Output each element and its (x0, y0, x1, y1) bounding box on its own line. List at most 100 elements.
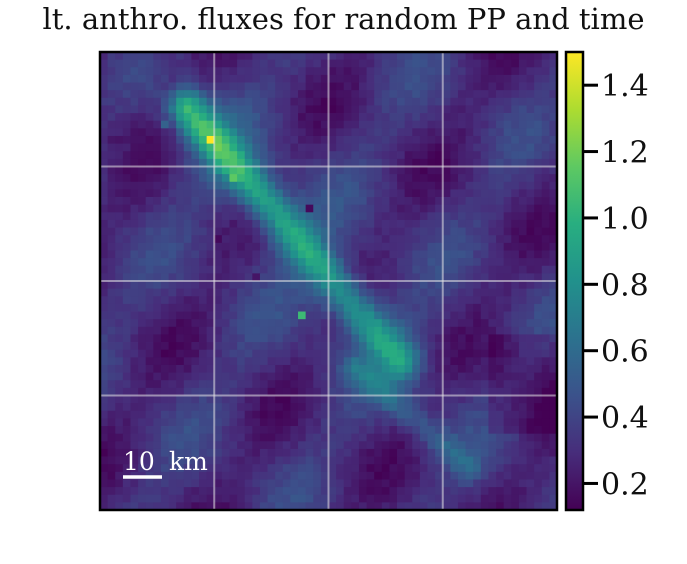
heatmap-cell (381, 174, 390, 183)
heatmap-cell (267, 151, 276, 160)
heatmap-cell (374, 250, 383, 259)
heatmap-cell (412, 227, 421, 236)
heatmap-cell (130, 487, 139, 496)
heatmap-cell (336, 342, 345, 351)
heatmap-cell (282, 311, 291, 320)
heatmap-cell (450, 97, 459, 106)
heatmap-cell (419, 258, 428, 267)
heatmap-cell (412, 479, 421, 488)
heatmap-cell (206, 448, 215, 457)
heatmap-cell (100, 59, 109, 68)
heatmap-cell (366, 227, 375, 236)
heatmap-cell (183, 403, 192, 412)
heatmap-cell (267, 204, 276, 213)
heatmap-cell (503, 372, 512, 381)
heatmap-cell (259, 97, 268, 106)
heatmap-cell (526, 113, 535, 122)
heatmap-cell (282, 227, 291, 236)
heatmap-cell (336, 197, 345, 206)
heatmap-cell (541, 418, 550, 427)
heatmap-cell (199, 204, 208, 213)
heatmap-cell (526, 326, 535, 335)
heatmap-cell (160, 135, 169, 144)
heatmap-cell (214, 372, 223, 381)
heatmap-cell (549, 303, 558, 312)
heatmap-cell (168, 197, 177, 206)
heatmap-cell (442, 418, 451, 427)
heatmap-cell (549, 334, 558, 343)
heatmap-cell (183, 273, 192, 282)
heatmap-cell (122, 97, 131, 106)
heatmap-cell (534, 219, 543, 228)
heatmap-cell (397, 143, 406, 152)
heatmap-cell (435, 372, 444, 381)
heatmap-cell (435, 433, 444, 442)
heatmap-cell (389, 342, 398, 351)
heatmap-cell (358, 464, 367, 473)
heatmap-cell (511, 227, 520, 236)
heatmap-cell (145, 212, 154, 221)
heatmap-cell (427, 82, 436, 91)
heatmap-cell (259, 197, 268, 206)
heatmap-cell (206, 456, 215, 465)
heatmap-cell (351, 471, 360, 480)
heatmap-cell (442, 97, 451, 106)
heatmap-cell (465, 82, 474, 91)
heatmap-cell (328, 303, 337, 312)
heatmap-cell (541, 296, 550, 305)
heatmap-cell (435, 502, 444, 511)
heatmap-cell (298, 235, 307, 244)
heatmap-cell (214, 181, 223, 190)
heatmap-cell (252, 303, 261, 312)
heatmap-cell (290, 258, 299, 267)
heatmap-cell (473, 258, 482, 267)
heatmap-cell (252, 403, 261, 412)
heatmap-cell (412, 258, 421, 267)
heatmap-cell (389, 357, 398, 366)
heatmap-cell (229, 212, 238, 221)
heatmap-cell (381, 227, 390, 236)
heatmap-cell (328, 311, 337, 320)
heatmap-cell (107, 441, 116, 450)
heatmap-cell (160, 349, 169, 358)
heatmap-cell (229, 357, 238, 366)
heatmap-cell (168, 151, 177, 160)
heatmap-cell (206, 74, 215, 83)
heatmap-cell (199, 357, 208, 366)
heatmap-cell (358, 204, 367, 213)
heatmap-cell (160, 357, 169, 366)
heatmap-cell (549, 342, 558, 351)
heatmap-cell (305, 448, 314, 457)
heatmap-cell (244, 319, 253, 328)
heatmap-cell (465, 105, 474, 114)
heatmap-cell (214, 197, 223, 206)
heatmap-cell (473, 59, 482, 68)
heatmap-cell (427, 319, 436, 328)
heatmap-cell (366, 426, 375, 435)
heatmap-cell (351, 357, 360, 366)
heatmap-cell (503, 281, 512, 290)
heatmap-cell (496, 67, 505, 76)
heatmap-cell (244, 433, 253, 442)
heatmap-cell (511, 410, 520, 419)
heatmap-cell (534, 357, 543, 366)
heatmap-cell (397, 441, 406, 450)
heatmap-cell (145, 380, 154, 389)
heatmap-cell (511, 395, 520, 404)
heatmap-cell (374, 212, 383, 221)
heatmap-cell (221, 113, 230, 122)
heatmap-cell (374, 326, 383, 335)
heatmap-cell (100, 281, 109, 290)
heatmap-cell (389, 97, 398, 106)
heatmap-cell (282, 494, 291, 503)
heatmap-cell (145, 311, 154, 320)
heatmap-cell (488, 143, 497, 152)
heatmap-cell (465, 265, 474, 274)
heatmap-cell (419, 143, 428, 152)
heatmap-cell (267, 456, 276, 465)
heatmap-cell (252, 67, 261, 76)
heatmap-cell (221, 97, 230, 106)
heatmap-cell (115, 281, 124, 290)
heatmap-cell (199, 380, 208, 389)
heatmap-cell (328, 181, 337, 190)
